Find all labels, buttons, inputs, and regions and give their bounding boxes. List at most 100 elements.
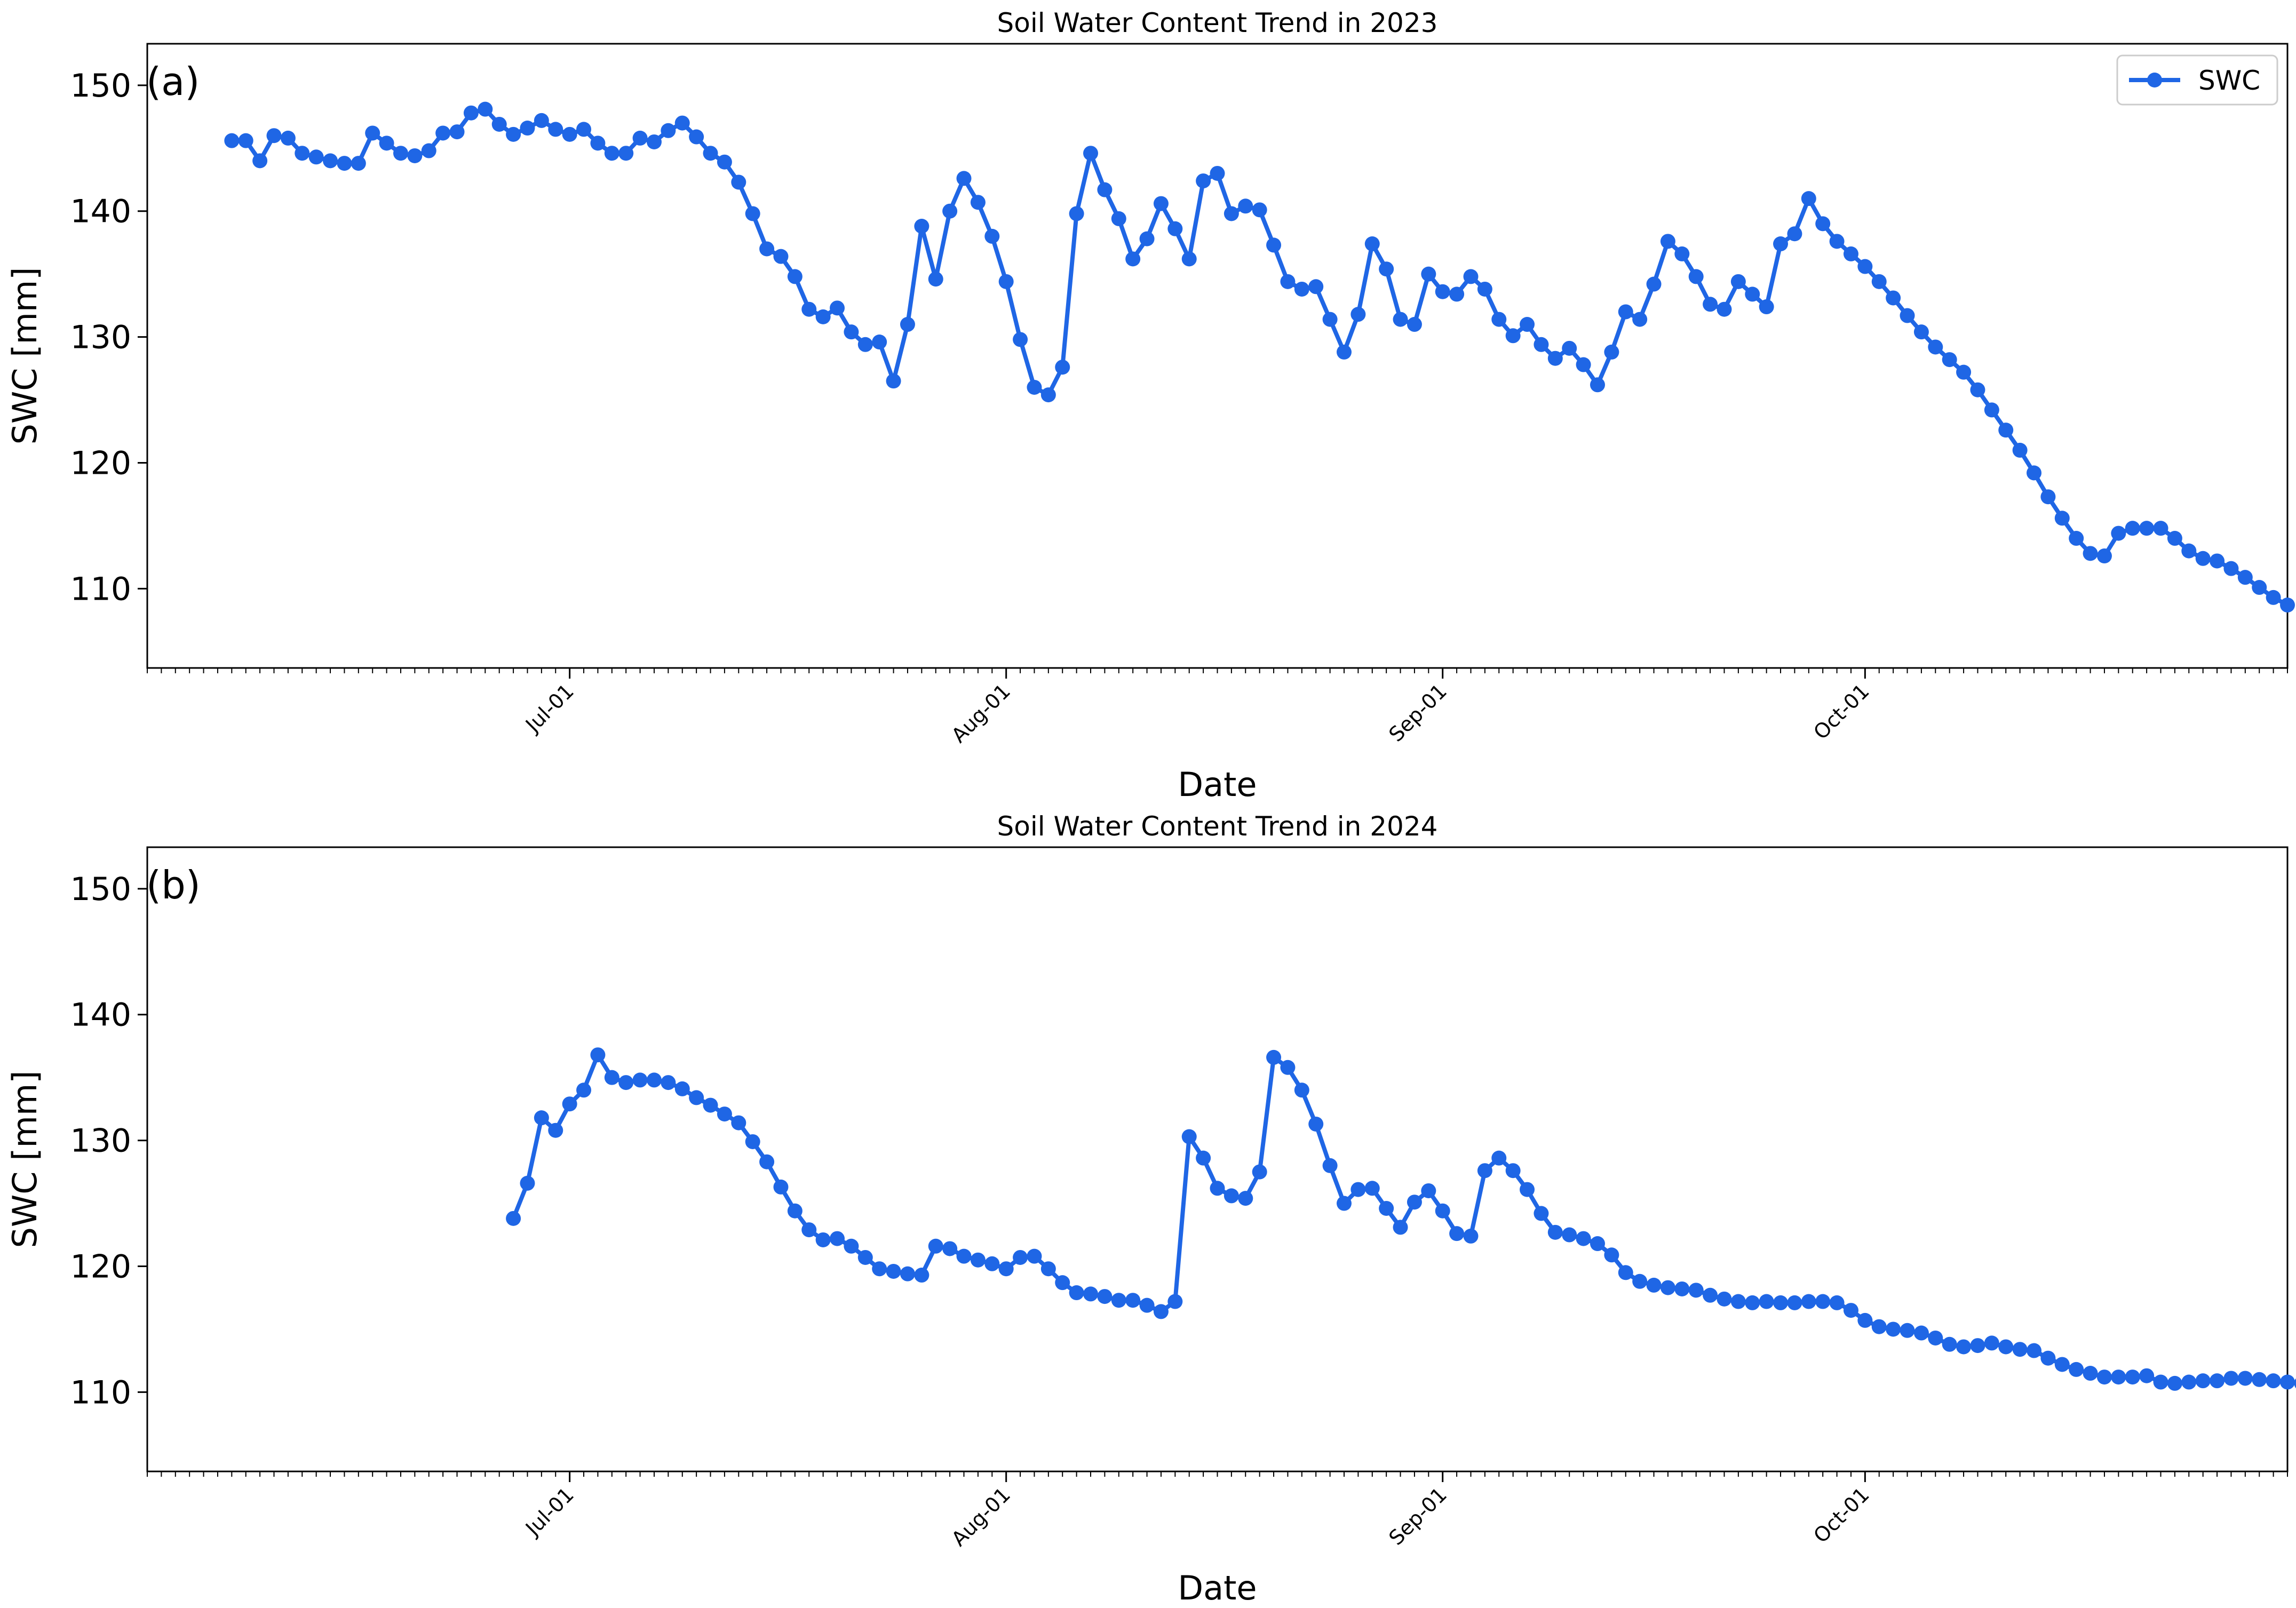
data-point [2153,1374,2168,1390]
data-point [1491,312,1507,327]
data-point [1660,1280,1675,1295]
data-point [2237,1371,2253,1386]
data-point [661,1075,676,1090]
data-point [449,124,465,140]
data-point [1266,1049,1282,1065]
data-point [1069,1285,1084,1301]
data-point [759,241,775,257]
data-point [2111,526,2126,541]
data-point [857,337,873,352]
data-point [1576,357,1591,372]
data-point [787,269,803,284]
data-point [1266,237,1282,253]
data-point [1871,1319,1887,1334]
data-point [1336,344,1352,360]
data-point [942,1241,958,1256]
data-point [1547,351,1563,366]
data-point [1210,165,1225,181]
data-point [2167,531,2182,546]
x-tick-label: Jul-01 [520,1483,578,1541]
data-point [745,1134,760,1149]
data-point [2069,531,2084,546]
data-point [1463,1228,1479,1244]
data-point [1294,1082,1309,1098]
data-point [1520,317,1535,332]
data-point [1815,216,1831,232]
data-point [844,1238,859,1254]
data-point [2266,1373,2281,1389]
y-tick-label: 110 [70,570,131,608]
y-axis: 110 120 130 140 150 [70,871,147,1411]
data-point [815,309,831,324]
data-point [1562,340,1577,356]
data-point [1308,1116,1324,1132]
data-point [1829,1295,1845,1310]
data-point [548,122,563,137]
data-point [1097,182,1113,197]
data-point [1505,328,1521,344]
data-point [576,122,592,137]
data-point [872,1261,887,1277]
data-point [1238,1191,1253,1206]
data-point [900,1266,915,1281]
data-point [1252,202,1267,218]
y-tick-label: 120 [70,1248,131,1286]
data-point [1703,297,1718,312]
data-point [1040,387,1056,403]
data-point [2195,1373,2211,1389]
data-point [1238,198,1253,214]
data-point [1998,423,2014,438]
data-point [618,146,634,161]
data-point [1364,1181,1380,1196]
legend-box [2116,54,2278,106]
data-point [674,1081,690,1096]
data-point [1040,1261,1056,1277]
data-point [1421,266,1436,282]
data-point [2252,1372,2267,1387]
data-point [2167,1375,2182,1391]
data-point [2096,548,2112,564]
data-point [1674,246,1690,261]
data-point [2181,543,2197,559]
data-point [1547,1224,1563,1240]
data-point [2083,546,2098,561]
data-point [1280,1060,1296,1075]
data-point [520,1175,535,1191]
data-point [2069,1362,2084,1377]
data-point [1407,317,1422,332]
y-tick-label: 150 [70,871,131,908]
data-point [604,146,619,161]
data-point [1421,1183,1436,1198]
data-point [1745,1295,1760,1310]
data-point [1801,191,1816,206]
data-point [1055,1275,1070,1291]
x-tick-label: Aug-01 [947,679,1015,747]
data-point [1435,284,1450,299]
data-point [2280,1374,2295,1390]
data-point [1787,1295,1802,1310]
data-point [1674,1281,1690,1296]
data-point [520,121,535,136]
data-point [956,171,972,186]
data-point [801,301,817,317]
data-point [632,130,648,146]
series-swc [506,1047,2296,1391]
data-point [1801,1294,1816,1309]
data-point [1013,332,1028,347]
data-point [463,105,479,121]
data-point [1224,1188,1239,1204]
x-axis: Jul-01 Aug-01 Sep-01 Oct-01 [147,1471,2288,1551]
data-point [661,123,676,138]
data-point [379,136,394,151]
data-point [1181,1129,1197,1144]
data-point [1534,337,1549,352]
data-point [323,153,338,169]
legend-label-swc: SWC [2198,65,2260,96]
data-point [1759,299,1774,315]
data-point [2111,1370,2126,1385]
data-point [1913,1325,1929,1341]
x-tick-label: Aug-01 [947,1483,1015,1550]
y-tick-label: 110 [70,1374,131,1411]
data-point [1393,312,1408,327]
data-point [1027,379,1042,395]
